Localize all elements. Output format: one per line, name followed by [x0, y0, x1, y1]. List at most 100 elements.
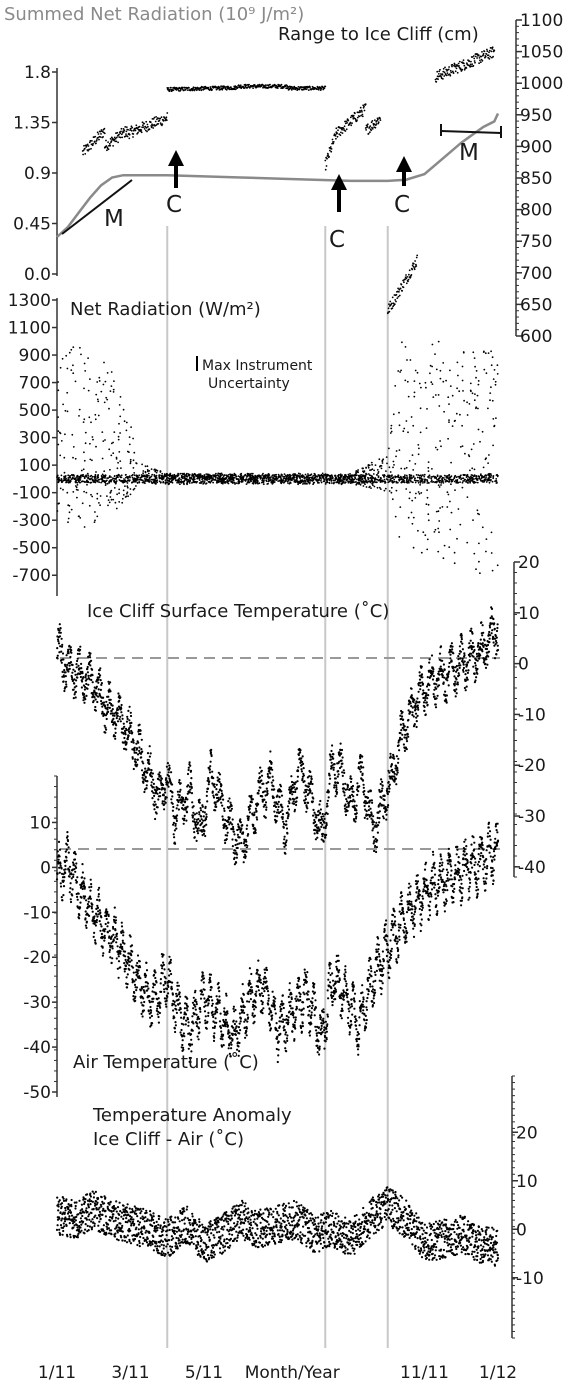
range-point: [184, 88, 187, 91]
net-radiation-point: [74, 485, 77, 487]
net-radiation-point: [391, 498, 394, 501]
net-radiation-point: [282, 477, 285, 480]
net-radiation-point: [245, 483, 248, 485]
ice-cliff-temperature-point: [58, 635, 62, 638]
ice-cliff-temperature-tick-label: -20: [518, 756, 546, 776]
ice-cliff-temperature-point: [57, 640, 60, 643]
net-radiation-point: [287, 482, 289, 484]
net-radiation-point: [84, 442, 87, 445]
range-point: [491, 48, 494, 50]
net-radiation-point: [128, 436, 131, 438]
net-radiation-point: [318, 482, 320, 484]
net-radiation-point: [411, 499, 414, 502]
net-radiation-point: [143, 475, 146, 477]
net-radiation-point: [89, 378, 91, 380]
net-radiation-point: [440, 445, 442, 448]
range-point: [451, 63, 454, 66]
net-radiation-point: [308, 476, 311, 479]
net-radiation-point: [374, 478, 376, 480]
net-radiation-point: [344, 474, 347, 476]
range-point: [460, 70, 463, 72]
net-radiation-point: [90, 421, 92, 424]
net-radiation-point: [103, 401, 106, 404]
net-radiation-point: [492, 475, 495, 477]
net-radiation-point: [390, 427, 392, 430]
net-radiation-point: [70, 348, 73, 351]
ice-cliff-temperature-point: [118, 699, 121, 703]
net-radiation-point: [89, 442, 91, 445]
net-radiation-point: [262, 478, 264, 480]
range-point: [305, 88, 308, 90]
net-radiation-point: [450, 480, 453, 483]
net-radiation-point: [312, 482, 315, 484]
net-radiation-point: [171, 481, 174, 484]
net-radiation-point: [98, 380, 101, 382]
ice-cliff-temperature-point: [73, 670, 77, 673]
net-radiation-point: [188, 476, 191, 479]
net-radiation-point: [296, 474, 299, 477]
ice-cliff-temperature-point: [94, 698, 97, 701]
net-radiation-point: [249, 478, 251, 481]
net-radiation-point: [446, 506, 449, 508]
net-radiation-point: [117, 438, 120, 441]
summed-net-radiation-title-line1: Summed Net Radiation (10⁹ J/m²): [4, 4, 304, 25]
range-point: [454, 70, 457, 73]
range-point: [154, 120, 157, 123]
ice-cliff-temperature-point: [259, 786, 262, 789]
range-point: [484, 55, 487, 58]
net-radiation-point: [393, 480, 396, 483]
range-point: [115, 140, 118, 143]
net-radiation-tick-label: 700: [19, 374, 51, 394]
ice-cliff-temperature-point: [190, 777, 193, 780]
net-radiation-point: [179, 472, 182, 475]
ice-cliff-temperature-point: [230, 804, 233, 808]
range-point: [347, 119, 350, 122]
ice-cliff-temperature-tick-label: 0: [518, 655, 529, 675]
range-point: [276, 87, 279, 89]
net-radiation-point: [129, 462, 132, 465]
net-radiation-point: [96, 476, 99, 479]
net-radiation-point: [133, 487, 136, 490]
net-radiation-point: [108, 448, 111, 451]
ice-cliff-temperature-point: [86, 687, 89, 690]
ice-cliff-temperature-point: [291, 783, 294, 787]
net-radiation-point: [96, 492, 99, 495]
ice-cliff-temperature-point: [106, 703, 109, 707]
net-radiation-point: [252, 480, 255, 483]
ice-cliff-temperature-point: [272, 796, 275, 799]
net-radiation-point: [367, 476, 369, 479]
ice-cliff-temperature-point: [255, 816, 258, 819]
range-point: [442, 78, 444, 80]
net-radiation-point: [84, 475, 87, 477]
net-radiation-point: [412, 546, 415, 549]
net-radiation-point: [59, 366, 62, 369]
ice-cliff-temperature-point: [254, 829, 257, 832]
range-point: [403, 281, 405, 284]
range-point: [470, 65, 473, 68]
net-radiation-point: [118, 451, 121, 453]
net-radiation-point: [480, 473, 482, 476]
net-radiation-point: [72, 456, 74, 459]
range-point: [144, 125, 147, 128]
net-radiation-point: [370, 469, 373, 471]
range-point: [463, 62, 465, 65]
net-radiation-point: [471, 467, 474, 470]
ice-cliff-temperature-point: [59, 631, 62, 634]
range-point: [163, 117, 166, 119]
net-radiation-point: [291, 477, 293, 479]
ice-cliff-temperature-point: [211, 770, 214, 773]
net-radiation-point: [362, 467, 364, 470]
range-point: [86, 143, 89, 146]
ice-cliff-temperature-point: [124, 733, 127, 736]
ice-cliff-temperature-point: [109, 690, 112, 693]
ice-cliff-temperature-point: [156, 792, 159, 795]
net-radiation-point: [251, 472, 254, 475]
net-radiation-point: [120, 479, 123, 482]
net-radiation-point: [490, 552, 493, 554]
net-radiation-point: [405, 488, 408, 490]
ice-cliff-temperature-point: [136, 763, 139, 766]
ice-cliff-temperature-point: [245, 827, 248, 831]
net-radiation-point: [465, 480, 468, 483]
range-point: [112, 145, 114, 147]
net-radiation-point: [86, 472, 89, 475]
